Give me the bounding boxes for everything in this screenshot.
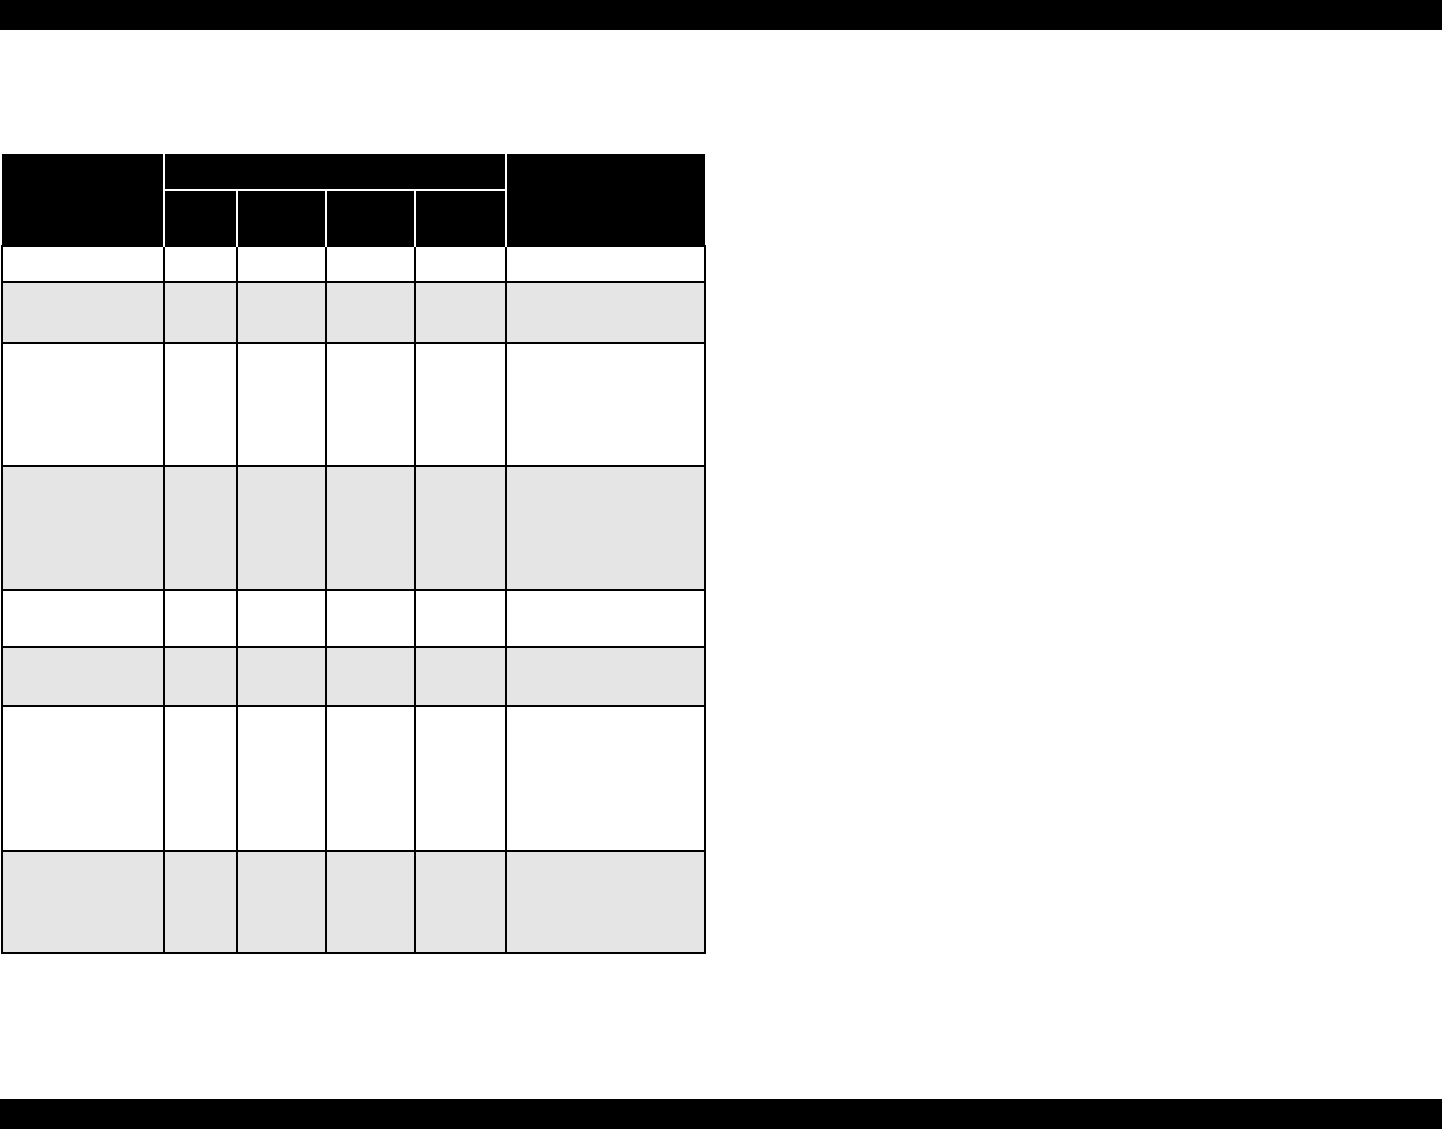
table-cell <box>505 646 706 707</box>
table-cell <box>325 646 416 707</box>
header-cell-sub-1 <box>163 190 237 246</box>
table-cell <box>236 646 327 707</box>
table-row <box>1 465 706 591</box>
header-cell-row-label <box>2 154 165 246</box>
data-table <box>1 154 706 954</box>
table-cell <box>1 705 165 852</box>
table-cell <box>505 850 706 954</box>
table-cell <box>236 245 327 283</box>
table-row <box>1 245 706 283</box>
table-cell <box>236 589 327 648</box>
table-body <box>1 245 706 954</box>
table-row <box>1 589 706 648</box>
table-cell <box>163 465 238 591</box>
table-cell <box>1 245 165 283</box>
table-cell <box>325 245 416 283</box>
table-cell <box>414 281 507 344</box>
table-cell <box>505 705 706 852</box>
table-cell <box>163 342 238 467</box>
table-cell <box>505 245 706 283</box>
table-cell <box>414 705 507 852</box>
table-cell <box>505 465 706 591</box>
table-cell <box>1 646 165 707</box>
table-cell <box>325 281 416 344</box>
table-cell <box>325 589 416 648</box>
table-cell <box>414 342 507 467</box>
table-cell <box>325 465 416 591</box>
table-row <box>1 646 706 707</box>
table-cell <box>1 850 165 954</box>
table-cell <box>236 465 327 591</box>
header-cell-sub-4 <box>414 190 507 246</box>
table-cell <box>1 465 165 591</box>
table-cell <box>414 589 507 648</box>
table-cell <box>163 705 238 852</box>
table-cell <box>414 245 507 283</box>
table-cell <box>163 281 238 344</box>
header-cell-trailing <box>505 154 705 246</box>
table-cell <box>163 646 238 707</box>
table-cell <box>505 342 706 467</box>
table-cell <box>505 281 706 344</box>
table-cell <box>1 589 165 648</box>
table-cell <box>325 342 416 467</box>
table-cell <box>163 850 238 954</box>
table-row <box>1 850 706 954</box>
table-cell <box>414 465 507 591</box>
table-cell <box>236 850 327 954</box>
top-banner <box>0 0 1442 30</box>
table-cell <box>163 589 238 648</box>
table-header <box>2 154 705 246</box>
bottom-banner <box>0 1099 1442 1129</box>
table-cell <box>414 850 507 954</box>
table-cell <box>505 589 706 648</box>
table-cell <box>236 342 327 467</box>
table-row <box>1 705 706 852</box>
table-cell <box>1 281 165 344</box>
table-cell <box>414 646 507 707</box>
table-cell <box>1 342 165 467</box>
table-cell <box>163 245 238 283</box>
table-row <box>1 281 706 344</box>
header-cell-sub-2 <box>236 190 326 246</box>
table-cell <box>236 281 327 344</box>
table-row <box>1 342 706 467</box>
header-cell-group <box>163 154 507 191</box>
table-cell <box>236 705 327 852</box>
table-cell <box>325 705 416 852</box>
table-cell <box>325 850 416 954</box>
header-cell-sub-3 <box>325 190 415 246</box>
